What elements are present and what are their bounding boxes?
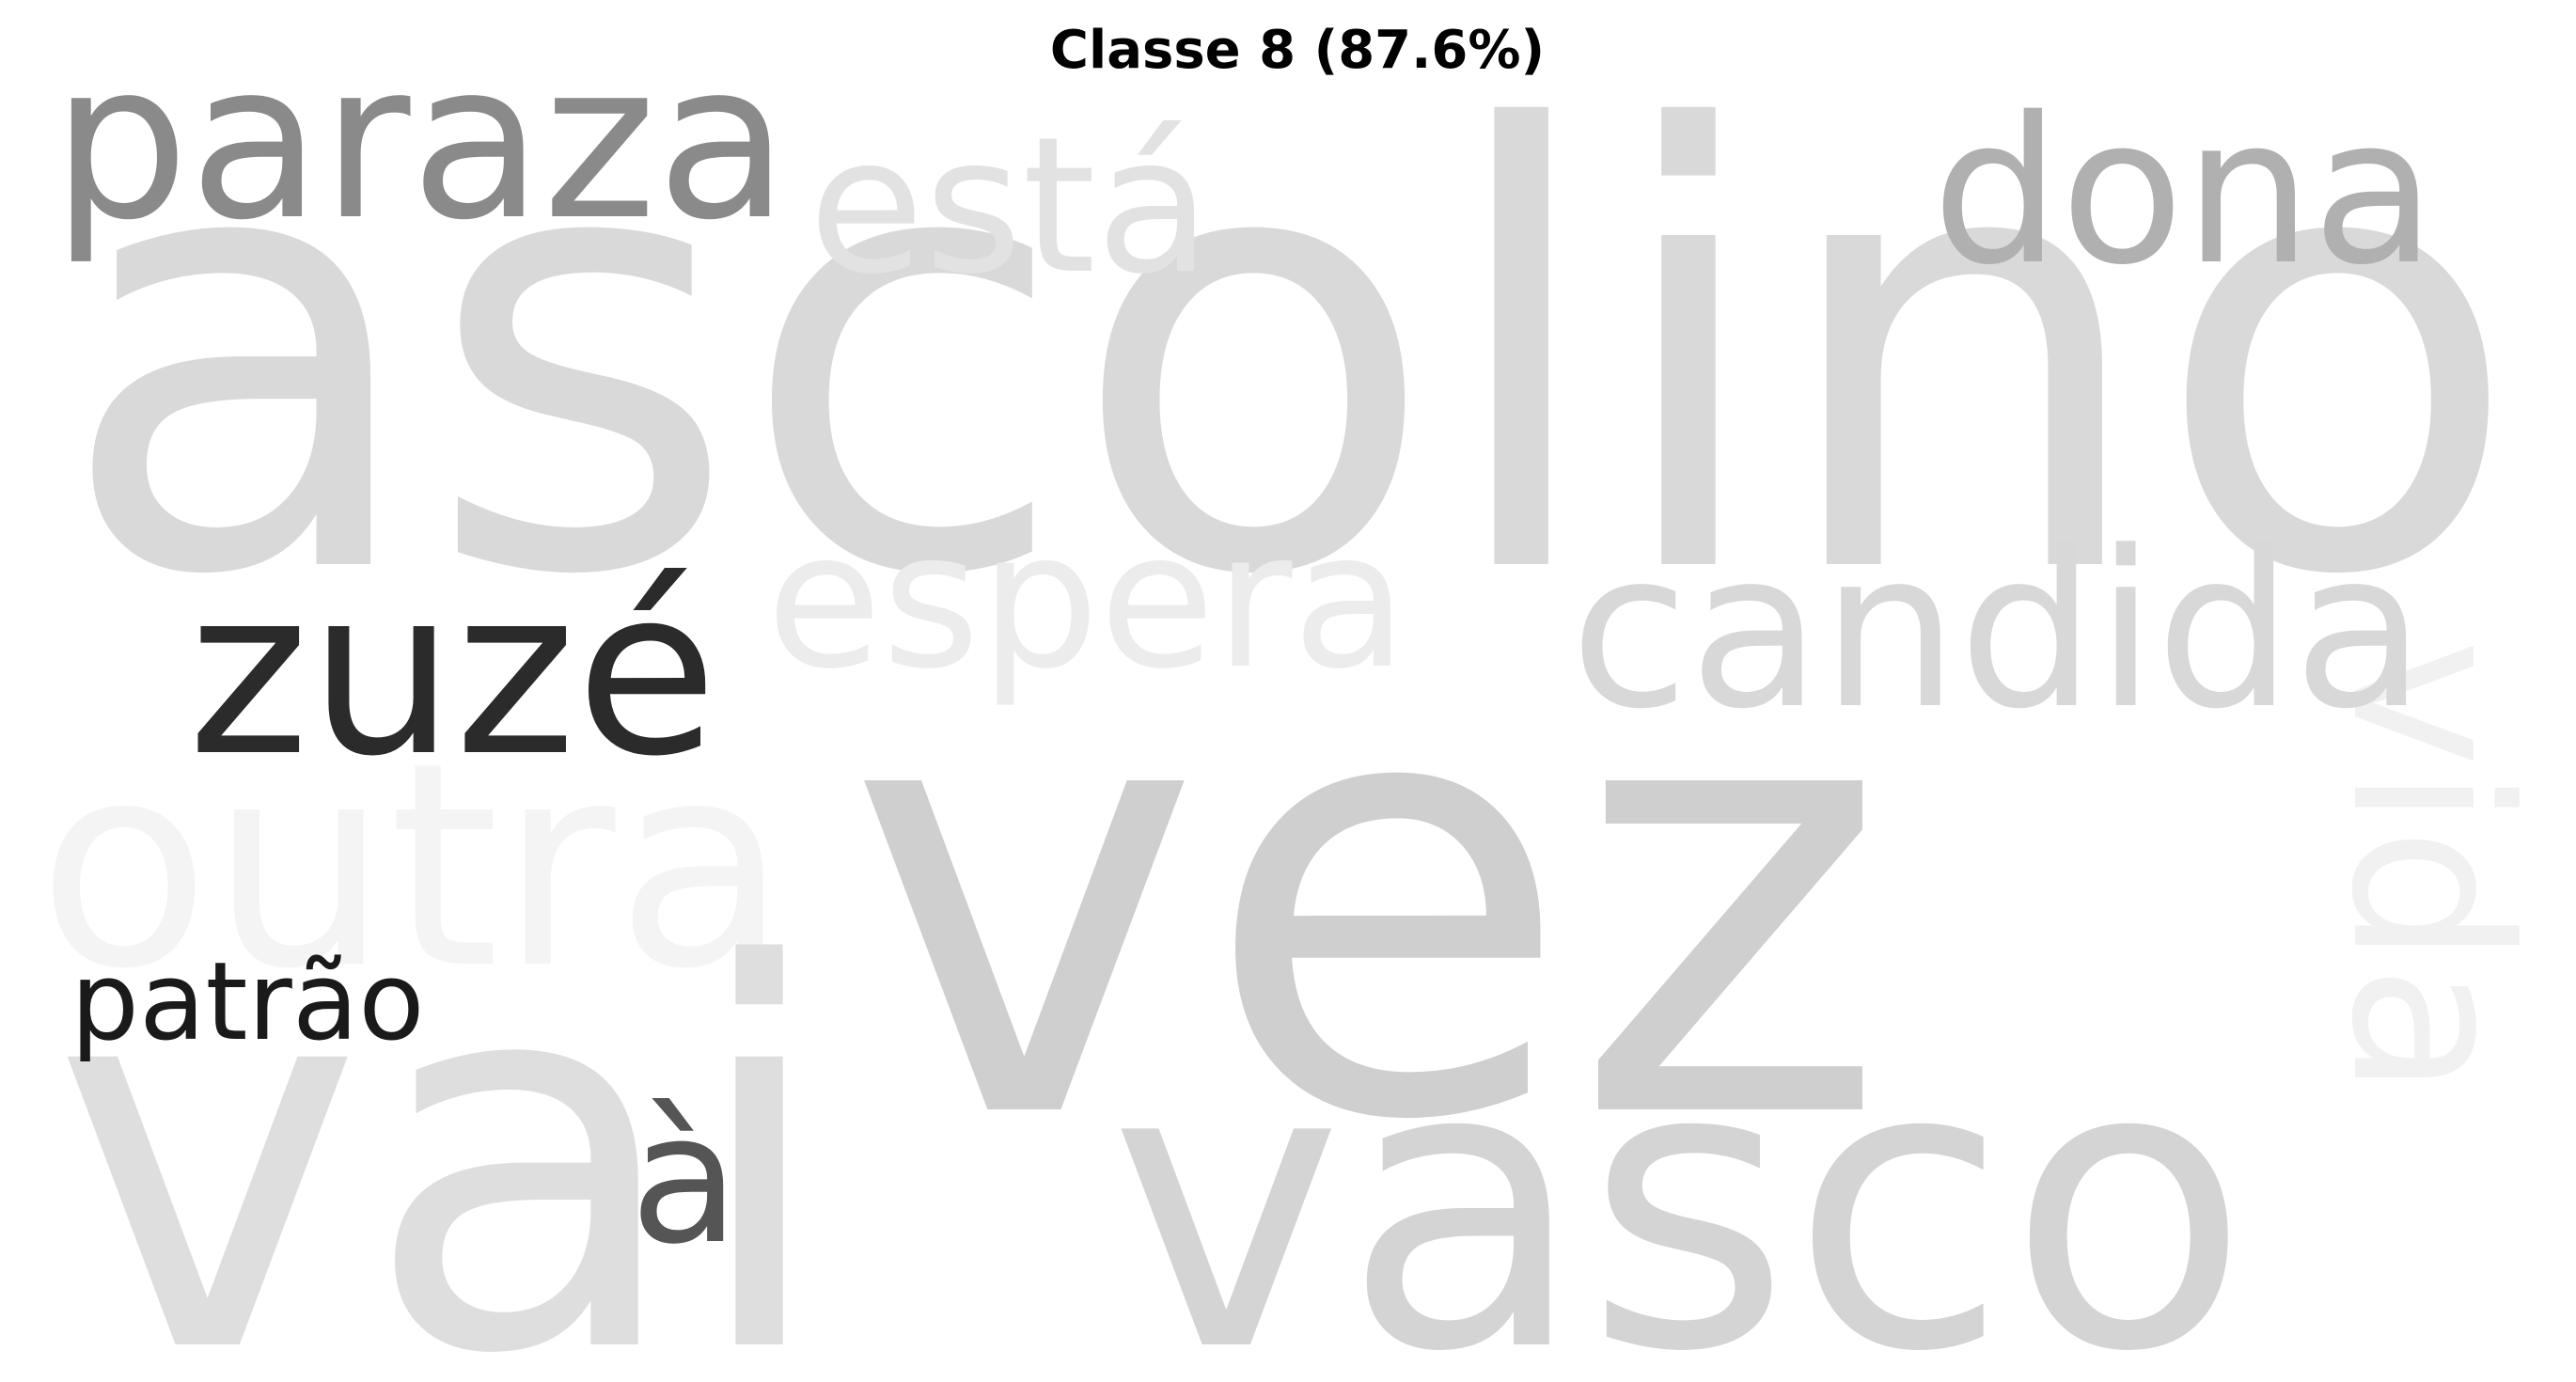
word-outra: outra — [38, 702, 789, 1030]
word-esta: está — [809, 97, 1211, 316]
word-ascolino: ascolino — [56, 6, 2521, 706]
word-vai: vai — [52, 856, 832, 1382]
word-vida: vida — [2303, 639, 2554, 1097]
word-paraza: paraza — [52, 17, 789, 268]
word-espera: espera — [766, 492, 1407, 711]
word-a: à — [630, 1076, 739, 1283]
word-candida: candida — [1570, 506, 2426, 757]
word-vasco: vasco — [1109, 979, 2250, 1382]
word-vez: vez — [846, 551, 1888, 1251]
word-patrao: patrão — [71, 939, 425, 1065]
word-dona: dona — [1932, 73, 2436, 309]
chart-title: Classe 8 (87.6%) — [1050, 20, 1545, 81]
word-zuze: zuzé — [188, 539, 717, 807]
